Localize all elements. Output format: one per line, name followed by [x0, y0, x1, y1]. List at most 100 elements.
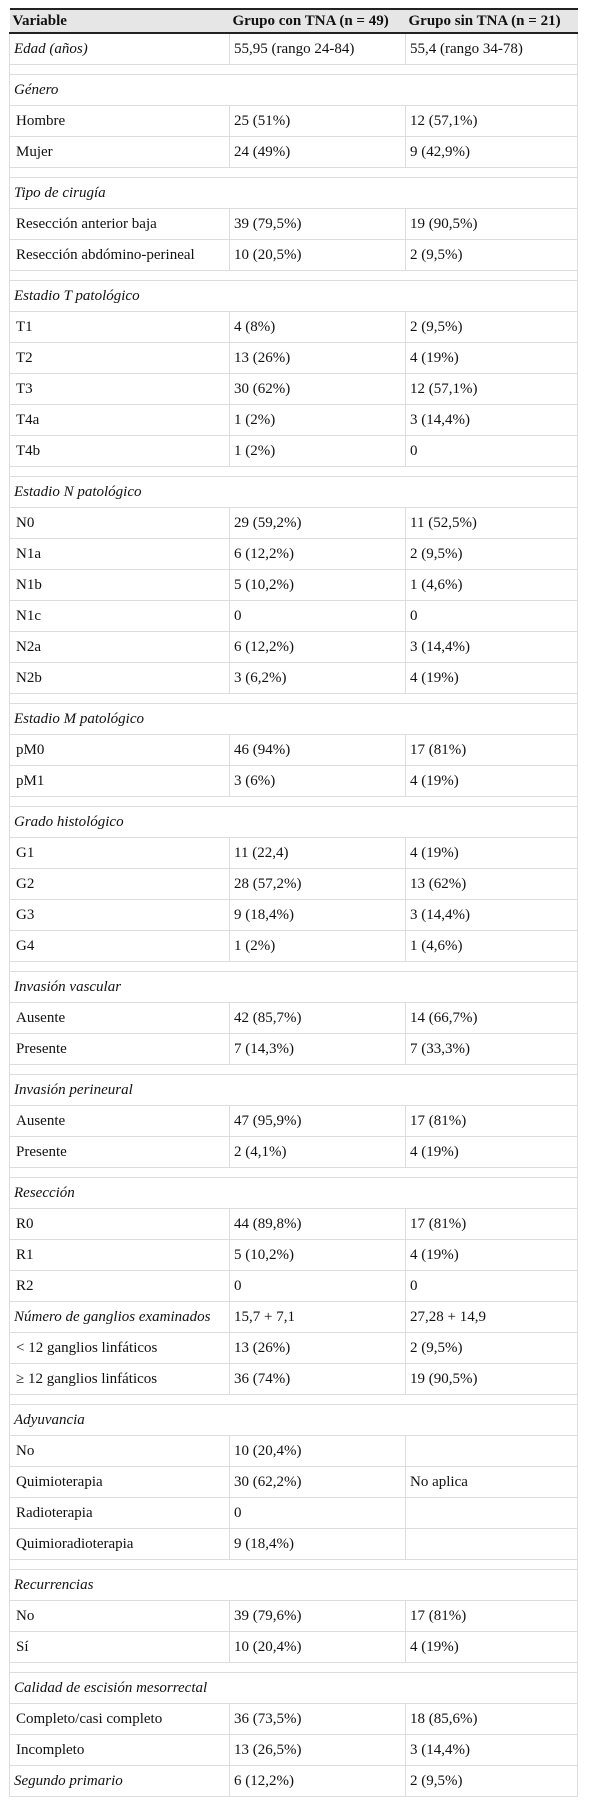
row-label: R1 — [9, 1239, 230, 1271]
value-cell: 12 (57,1%) — [405, 373, 578, 405]
table-row: N1b 5 (10,2%) 1 (4,6%) — [9, 569, 578, 601]
spacer-cell — [9, 1394, 578, 1405]
section-heading: Edad (años) — [9, 32, 230, 65]
value-cell: 5 (10,2%) — [229, 1239, 406, 1271]
row-label: < 12 ganglios linfáticos — [9, 1332, 230, 1364]
table-row: pM1 3 (6%) 4 (19%) — [9, 765, 578, 797]
value-cell: 19 (90,5%) — [405, 208, 578, 240]
spacer-row — [9, 961, 578, 972]
data-table: Variable Grupo con TNA (n = 49) Grupo sin … — [9, 8, 578, 1797]
section-heading: Invasión perineural — [9, 1074, 578, 1106]
value-cell: 36 (73,5%) — [229, 1703, 406, 1735]
spacer-row — [9, 1394, 578, 1405]
row-label: N1c — [9, 600, 230, 632]
value-cell: 1 (2%) — [229, 435, 406, 467]
section-heading: Segundo primario — [9, 1765, 230, 1797]
row-label: Completo/casi completo — [9, 1703, 230, 1735]
value-cell: 14 (66,7%) — [405, 1002, 578, 1034]
value-cell: 24 (49%) — [229, 136, 406, 168]
value-cell: 3 (14,4%) — [405, 631, 578, 663]
row-label: T3 — [9, 373, 230, 405]
row-label: G4 — [9, 930, 230, 962]
spacer-cell — [9, 167, 578, 178]
section-heading: Tipo de cirugía — [9, 177, 578, 209]
row-label: Presente — [9, 1033, 230, 1065]
table-row: T4b 1 (2%) 0 — [9, 435, 578, 467]
value-cell: 10 (20,4%) — [229, 1631, 406, 1663]
value-cell: 17 (81%) — [405, 1208, 578, 1240]
table-row: Estadio N patológico — [9, 476, 578, 508]
value-cell: 27,28 + 14,9 — [405, 1301, 578, 1333]
table-row: Resección anterior baja 39 (79,5%) 19 (90,… — [9, 208, 578, 240]
row-label: Mujer — [9, 136, 230, 168]
value-cell: 17 (81%) — [405, 734, 578, 766]
value-cell: 4 (19%) — [405, 662, 578, 694]
value-cell: 3 (6%) — [229, 765, 406, 797]
table-row: N2a 6 (12,2%) 3 (14,4%) — [9, 631, 578, 663]
table-row: Número de ganglios examinados 15,7 + 7,1 2… — [9, 1301, 578, 1333]
row-label: Presente — [9, 1136, 230, 1168]
table-row: Presente 7 (14,3%) 7 (33,3%) — [9, 1033, 578, 1065]
value-cell: 4 (19%) — [405, 837, 578, 869]
section-heading: Grado histológico — [9, 806, 578, 838]
table-row: N1a 6 (12,2%) 2 (9,5%) — [9, 538, 578, 570]
value-cell: 42 (85,7%) — [229, 1002, 406, 1034]
row-label: Ausente — [9, 1105, 230, 1137]
header-row: Variable Grupo con TNA (n = 49) Grupo sin … — [9, 8, 578, 34]
value-cell: 3 (14,4%) — [405, 899, 578, 931]
value-cell: 3 (14,4%) — [405, 1734, 578, 1766]
table-row: T4a 1 (2%) 3 (14,4%) — [9, 404, 578, 436]
spacer-row — [9, 466, 578, 477]
row-label: G1 — [9, 837, 230, 869]
table-row: Tipo de cirugía — [9, 177, 578, 209]
table-row: N2b 3 (6,2%) 4 (19%) — [9, 662, 578, 694]
table-row: Calidad de escisión mesorrectal — [9, 1672, 578, 1704]
value-cell: 13 (62%) — [405, 868, 578, 900]
row-label: N1b — [9, 569, 230, 601]
table-row: G3 9 (18,4%) 3 (14,4%) — [9, 899, 578, 931]
value-cell: 0 — [405, 600, 578, 632]
value-cell: 2 (9,5%) — [405, 311, 578, 343]
value-cell: 2 (4,1%) — [229, 1136, 406, 1168]
value-cell: 1 (2%) — [229, 930, 406, 962]
value-cell: 36 (74%) — [229, 1363, 406, 1395]
section-heading: Estadio N patológico — [9, 476, 578, 508]
spacer-row — [9, 1064, 578, 1075]
value-cell: 15,7 + 7,1 — [229, 1301, 406, 1333]
row-label: ≥ 12 ganglios linfáticos — [9, 1363, 230, 1395]
value-cell: 4 (19%) — [405, 1239, 578, 1271]
row-label: No — [9, 1600, 230, 1632]
row-label: Radioterapia — [9, 1497, 230, 1529]
table-row: No 39 (79,6%) 17 (81%) — [9, 1600, 578, 1632]
value-cell: 13 (26%) — [229, 342, 406, 374]
value-cell: 1 (4,6%) — [405, 930, 578, 962]
row-label: Hombre — [9, 105, 230, 137]
table-body: Edad (años) 55,95 (rango 24-84) 55,4 (rang… — [9, 32, 578, 1797]
value-cell: 2 (9,5%) — [405, 1765, 578, 1797]
value-cell: 17 (81%) — [405, 1600, 578, 1632]
value-cell: 3 (14,4%) — [405, 404, 578, 436]
spacer-cell — [9, 961, 578, 972]
value-cell: 7 (14,3%) — [229, 1033, 406, 1065]
row-label: T4a — [9, 404, 230, 436]
value-cell: 47 (95,9%) — [229, 1105, 406, 1137]
table-row: R0 44 (89,8%) 17 (81%) — [9, 1208, 578, 1240]
table-row: Completo/casi completo 36 (73,5%) 18 (85,6… — [9, 1703, 578, 1735]
value-cell: 3 (6,2%) — [229, 662, 406, 694]
value-cell: 13 (26,5%) — [229, 1734, 406, 1766]
value-cell: 2 (9,5%) — [405, 1332, 578, 1364]
spacer-row — [9, 796, 578, 807]
row-label: Ausente — [9, 1002, 230, 1034]
table-row: Edad (años) 55,95 (rango 24-84) 55,4 (rang… — [9, 32, 578, 65]
spacer-cell — [9, 1662, 578, 1673]
table-row: Quimioterapia 30 (62,2%) No aplica — [9, 1466, 578, 1498]
table-row: Quimioradioterapia 9 (18,4%) — [9, 1528, 578, 1560]
row-label: R2 — [9, 1270, 230, 1302]
section-heading: Invasión vascular — [9, 971, 578, 1003]
row-label: T1 — [9, 311, 230, 343]
value-cell: 4 (19%) — [405, 1631, 578, 1663]
spacer-cell — [9, 1167, 578, 1178]
row-label: Resección abdómino-perineal — [9, 239, 230, 271]
value-cell: 4 (19%) — [405, 342, 578, 374]
section-heading: Adyuvancia — [9, 1404, 578, 1436]
